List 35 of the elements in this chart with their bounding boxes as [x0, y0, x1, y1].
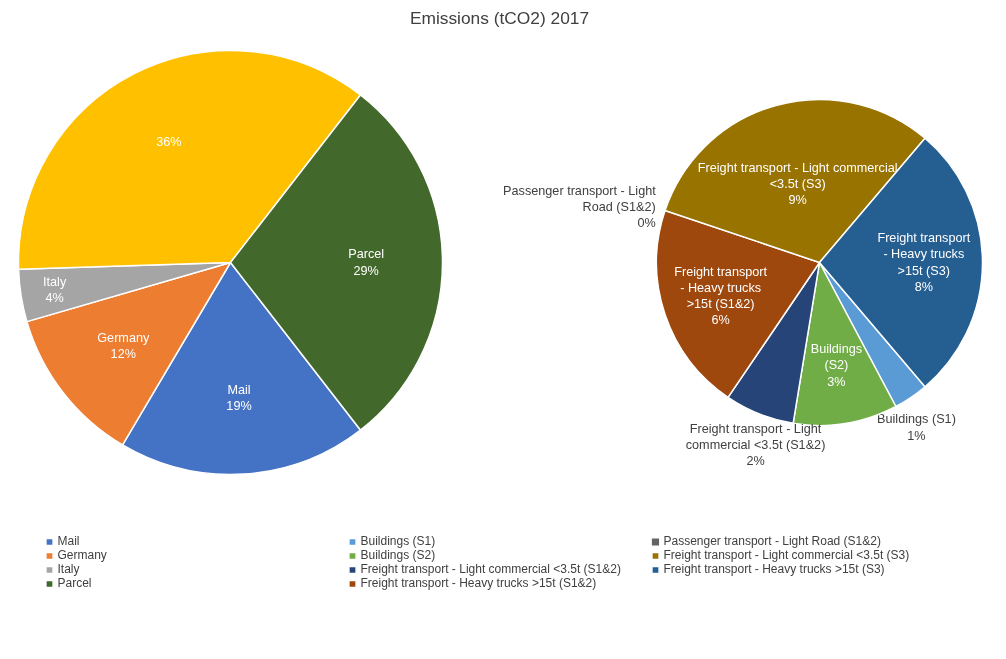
data-label: 29% [353, 263, 379, 278]
text: Emissions (tCO2) 2017 [409, 7, 590, 28]
legend-label: Italy [57, 562, 81, 576]
data-label: 12% [110, 346, 136, 361]
data-label: 2% [746, 454, 765, 469]
data-label: 36% [156, 134, 182, 149]
data-label: 9% [788, 193, 807, 208]
slice-label: Germany [97, 330, 150, 345]
category-label: Passenger transport - Light Road (S1&2) [503, 184, 656, 215]
legend-label: Freight transport - Light commercial <3.5t (S1&2) [360, 562, 622, 576]
data-label: 19% [226, 398, 252, 413]
data-label: 8% [914, 279, 933, 294]
slice-label: Freight transport - Heavy trucks >15t (S1&2) [674, 264, 768, 311]
legend-label: Mail [57, 534, 81, 548]
data-label: 6% [711, 312, 730, 327]
slice-label: Mail [227, 382, 251, 397]
slice-label: Freight transport - Light commercial <3.5t (S1&2) [685, 421, 826, 453]
slice-label: Freight transport - Heavy trucks >15t (S3) [877, 231, 971, 278]
legend-label: Buildings (S2) [360, 548, 437, 562]
data-label: 3% [827, 374, 846, 389]
slice-label: Buildings (S2) [810, 342, 863, 373]
data-label: 1% [907, 428, 926, 443]
legend-label: Freight transport - Light commercial <3.5t (S3) [663, 548, 911, 562]
slice-label: Parcel [348, 247, 385, 262]
slice-label: Italy [43, 275, 67, 290]
legend-label: Freight transport - Heavy trucks >15t (S3) [663, 562, 886, 576]
legend-label: Passenger transport - Light Road (S1&2) [663, 534, 882, 548]
legend-label: Germany [57, 548, 108, 562]
slice-label: Freight transport - Light commercial <3.5t (S3) [697, 160, 898, 191]
text: 0% [637, 216, 656, 231]
legend-label: Buildings (S1) [360, 534, 437, 548]
data-label: 4% [45, 291, 64, 306]
legend-label: Parcel [57, 576, 93, 590]
legend-label: Freight transport - Heavy trucks >15t (S1&2) [360, 576, 598, 590]
slice-label: Buildings (S1) [877, 412, 956, 427]
